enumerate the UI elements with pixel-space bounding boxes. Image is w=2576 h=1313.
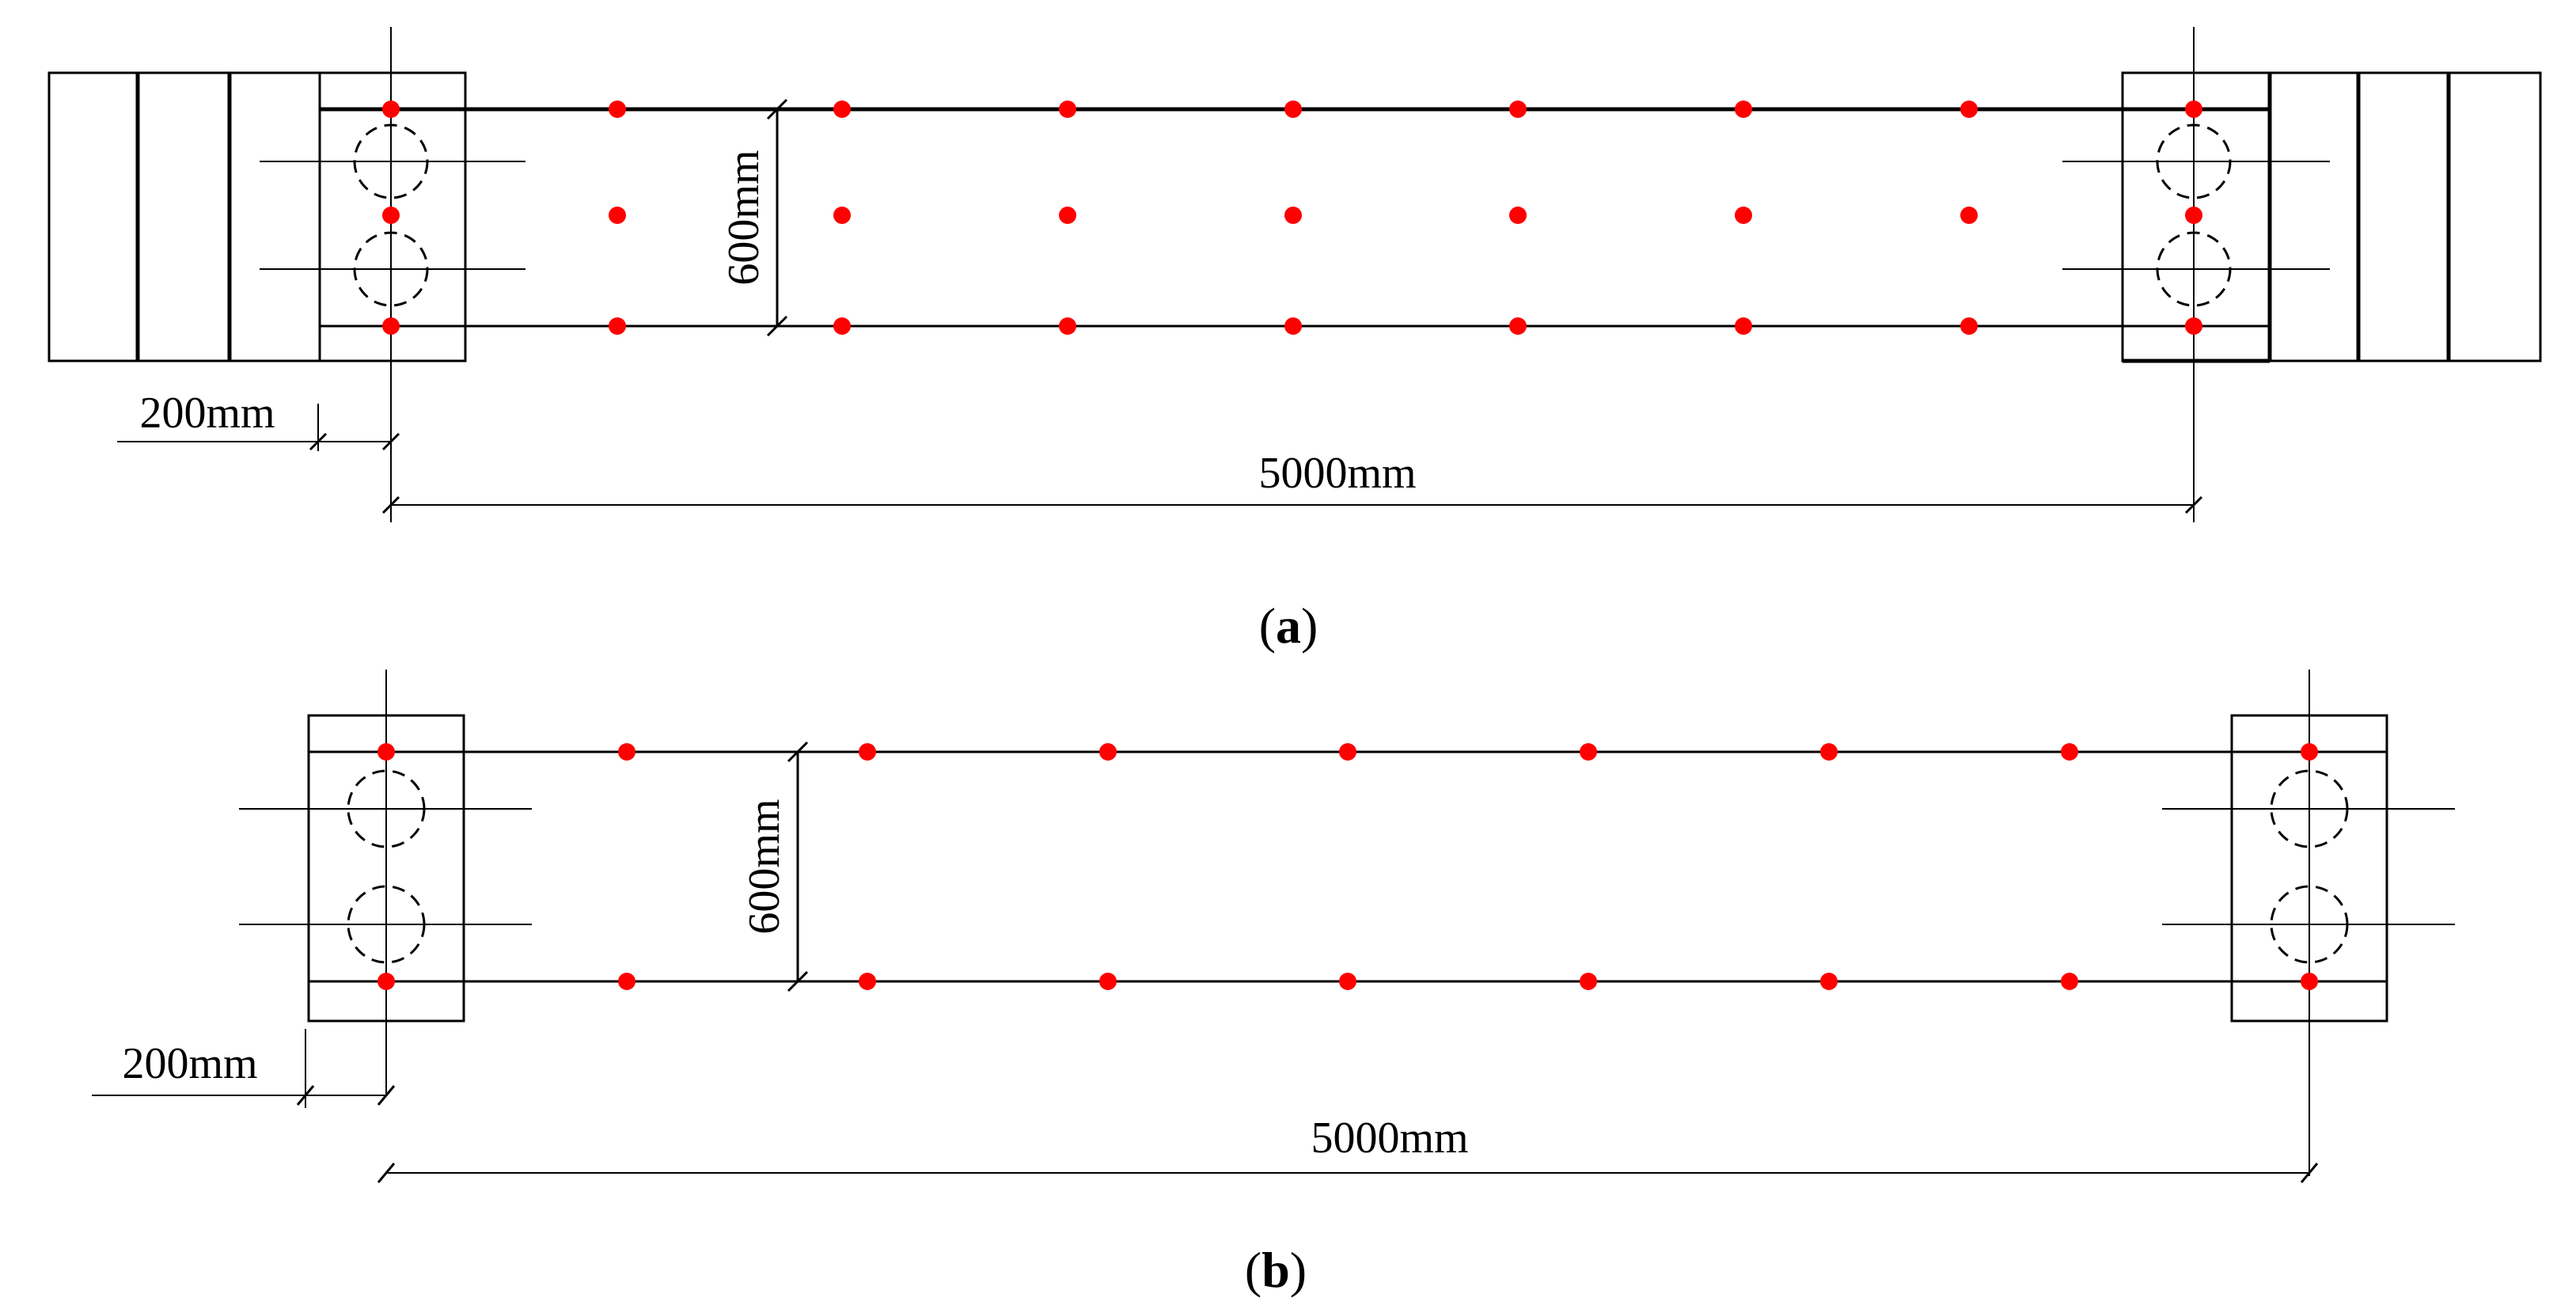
panel-a-left-support [47,71,467,362]
bolt-hole-icon [353,123,429,199]
measurement-point [1735,101,1752,118]
measurement-point [1339,743,1356,761]
measurement-point [833,207,851,224]
measurement-point [609,101,626,118]
measurement-point [609,207,626,224]
measurement-point [1735,317,1752,335]
measurement-point [1284,207,1302,224]
measurement-point [2301,743,2318,761]
panel-b-depth-dimension: 600mm [740,741,809,992]
measurement-point [1820,743,1838,761]
measurement-point [1099,743,1117,761]
measurement-point [1960,207,1978,224]
bolt-hole-icon [2156,123,2232,199]
measurement-point [1960,317,1978,335]
bolt-hole-icon [2156,231,2232,307]
measurement-point [859,743,876,761]
panel-a-depth-label: 600mm [719,150,768,285]
panel-b: 600mm 200mm 5000mm [92,670,2455,1298]
measurement-point [1580,973,1597,990]
panel-a-depth-dimension: 600mm [719,98,788,337]
measurement-point [377,973,395,990]
measurement-point [833,317,851,335]
measurement-point [1820,973,1838,990]
measurement-point [382,101,400,118]
measurement-point [1059,101,1076,118]
bolt-hole-icon [347,885,426,964]
measurement-point [2061,973,2078,990]
measurement-point [2185,101,2202,118]
panel-a-span-dimension: 5000mm [381,449,2203,514]
panel-b-span-label: 5000mm [1311,1114,1468,1163]
measurement-point [1960,101,1978,118]
panel-a-right-bolts [2062,27,2330,522]
bolt-hole-icon [2270,769,2349,848]
measurement-point [1059,317,1076,335]
measurement-point [1339,973,1356,990]
panel-b-depth-label: 600mm [740,799,789,934]
measurement-point [609,317,626,335]
bolt-hole-icon [353,231,429,307]
measurement-point [1735,207,1752,224]
measurement-point [1509,317,1527,335]
panel-a: 600mm 200mm 5000mm [47,27,2542,654]
measurement-point [1509,207,1527,224]
panel-a-offset-dimension: 200mm [117,389,400,451]
measurement-point [618,973,635,990]
measurement-point [377,743,395,761]
panel-a-span-label: 5000mm [1258,449,1416,498]
measurement-point [2301,973,2318,990]
panel-b-offset-dimension: 200mm [92,1029,396,1108]
measurement-point [2185,207,2202,224]
measurement-point [2061,743,2078,761]
panel-b-beam [309,750,2387,983]
measurement-point [833,101,851,118]
panel-b-left-bolts [239,670,532,1094]
panel-a-offset-label: 200mm [139,389,275,438]
measurement-point [1284,317,1302,335]
measurement-point [1284,101,1302,118]
measurement-point [1059,207,1076,224]
bolt-hole-icon [347,769,426,848]
measurement-point [618,743,635,761]
panel-b-measurement-points [377,743,2318,990]
measurement-point [859,973,876,990]
panel-b-caption: (b) [1245,1242,1307,1298]
measurement-point [382,207,400,224]
bolt-hole-icon [2270,885,2349,964]
panel-b-offset-label: 200mm [122,1039,257,1088]
panel-a-caption: (a) [1259,598,1318,654]
panel-b-span-dimension: 5000mm [377,1114,2319,1183]
panel-a-measurement-points [382,101,2202,335]
measurement-point [1580,743,1597,761]
measurement-point [2185,317,2202,335]
measurement-point [1509,101,1527,118]
measurement-point [382,317,400,335]
measurement-point [1099,973,1117,990]
